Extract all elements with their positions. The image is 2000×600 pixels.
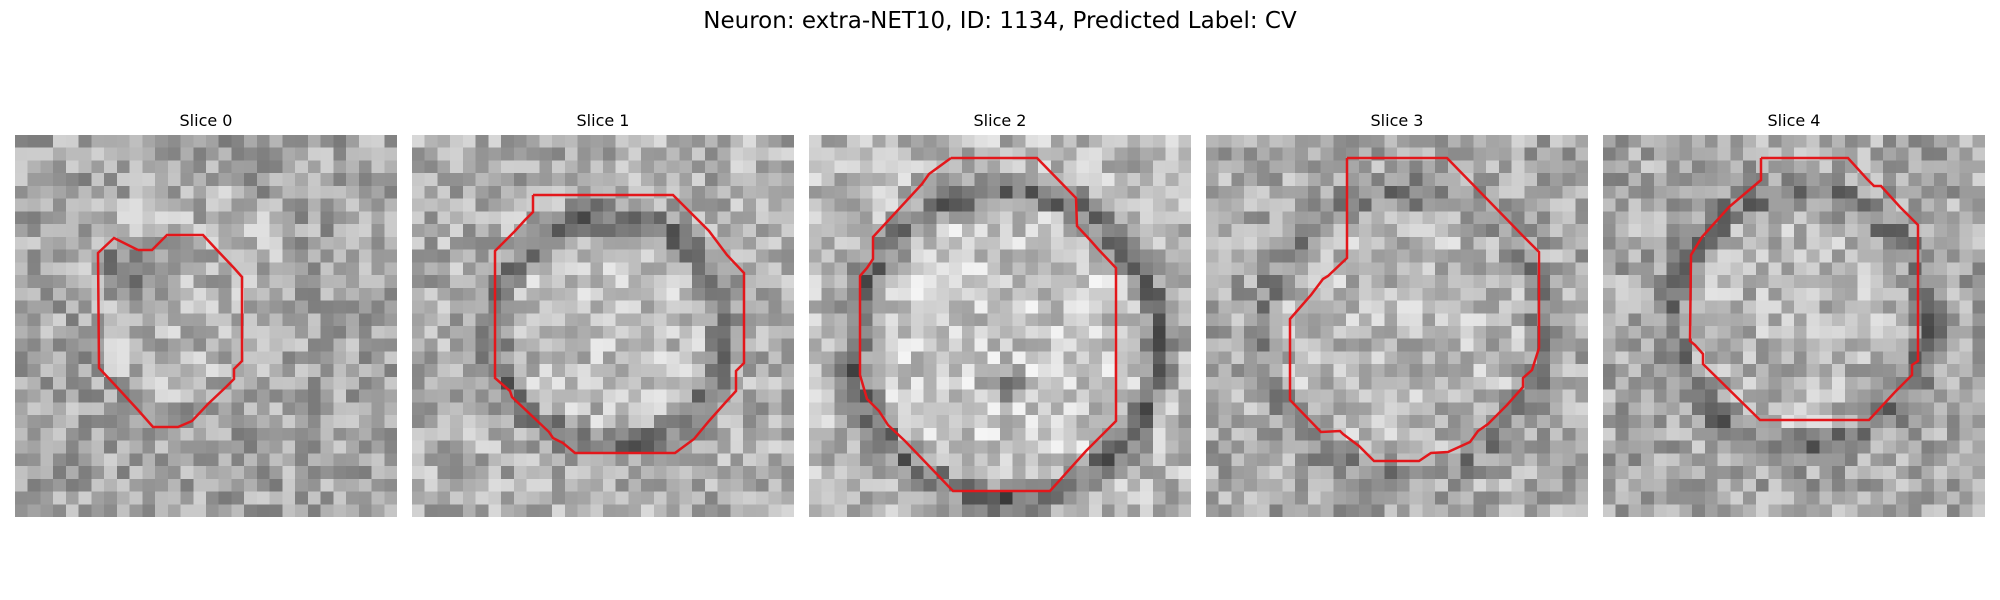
roi-contour	[858, 156, 1118, 493]
roi-outline	[96, 233, 244, 429]
slice-panel-3: Slice 3	[1206, 110, 1588, 517]
slice-title: Slice 3	[1370, 111, 1424, 130]
microscopy-image	[15, 135, 397, 517]
roi-outline	[1288, 156, 1541, 463]
roi-contour	[493, 193, 746, 455]
figure-title: Neuron: extra-NET10, ID: 1134, Predicted…	[703, 8, 1297, 34]
roi-contour	[1288, 156, 1541, 463]
microscopy-image	[809, 135, 1191, 517]
slice-panel-4: Slice 4	[1603, 110, 1985, 517]
microscopy-image	[1603, 135, 1985, 517]
slice-image	[1206, 135, 1588, 517]
slice-image	[15, 135, 397, 517]
slice-title: Slice 4	[1767, 111, 1821, 130]
slice-image	[412, 135, 794, 517]
roi-contour	[1688, 156, 1920, 422]
slice-panel-0: Slice 0	[15, 110, 397, 517]
slice-panel-2: Slice 2	[809, 110, 1191, 517]
slice-image	[809, 135, 1191, 517]
slice-panel-1: Slice 1	[412, 110, 794, 517]
slice-title: Slice 0	[179, 111, 233, 130]
roi-outline	[493, 193, 746, 455]
slice-image	[1603, 135, 1985, 517]
roi-outline	[1688, 156, 1920, 422]
slice-title: Slice 1	[576, 111, 630, 130]
slice-title: Slice 2	[973, 111, 1027, 130]
roi-outline	[858, 156, 1118, 493]
roi-contour	[96, 233, 244, 429]
microscopy-image	[1206, 135, 1588, 517]
